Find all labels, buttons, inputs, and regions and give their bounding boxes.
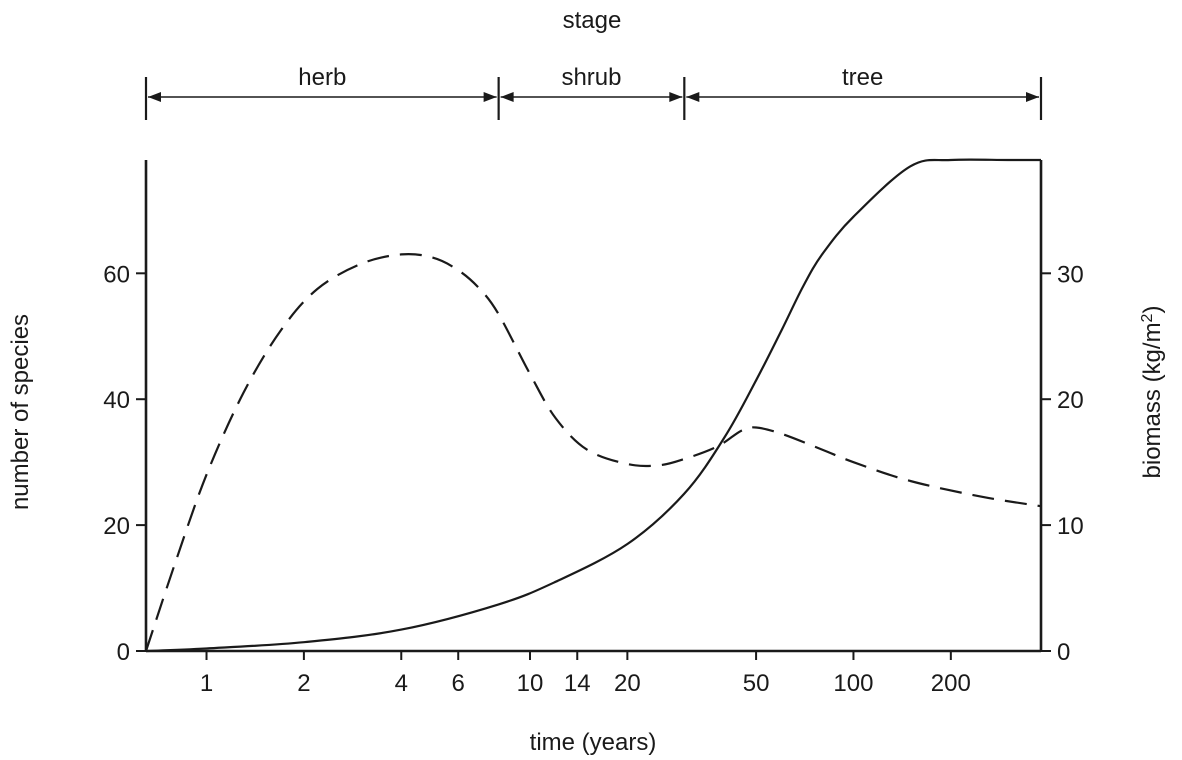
x-tick-label-8: 100 xyxy=(833,670,873,697)
series-group xyxy=(144,158,1042,653)
stage-arrow-left-tree xyxy=(686,92,700,102)
y-axis-title-right: biomass (kg/m2) xyxy=(1139,306,1167,479)
x-tick-label-7: 50 xyxy=(743,670,770,697)
stage-bar: herb shrub tree xyxy=(144,64,1043,120)
x-tick-label-3: 6 xyxy=(452,670,465,697)
stage-label-tree: tree xyxy=(842,64,883,91)
y-right-tick-label-1: 10 xyxy=(1057,513,1084,540)
stage-title: stage xyxy=(563,7,622,34)
stage-label-shrub: shrub xyxy=(561,64,621,91)
x-tick-label-6: 20 xyxy=(614,670,641,697)
x-ticks: 1 2 4 6 10 14 20 50 100 200 xyxy=(200,651,971,697)
y-axis-title-right-main: biomass (kg/m xyxy=(1139,322,1166,478)
x-tick-label-5: 14 xyxy=(564,670,591,697)
x-tick-label-1: 2 xyxy=(297,670,310,697)
stage-arrow-right-tree xyxy=(1026,92,1039,102)
stage-arrow-right-herb xyxy=(483,92,497,102)
y-left-tick-label-2: 40 xyxy=(103,387,130,414)
x-axis-title: time (years) xyxy=(530,729,657,756)
y-right-tick-label-0: 0 xyxy=(1057,639,1070,666)
x-tick-label-4: 10 xyxy=(517,670,544,697)
x-tick-label-2: 4 xyxy=(395,670,408,697)
stage-arrow-left-shrub xyxy=(500,92,514,102)
y-right-tick-label-3: 30 xyxy=(1057,261,1084,288)
y-right-tick-label-2: 20 xyxy=(1057,387,1084,414)
species-curve-dashed xyxy=(144,252,1042,652)
x-tick-label-9: 200 xyxy=(931,670,971,697)
y-left-tick-label-3: 60 xyxy=(103,261,130,288)
y-axis-title-right-sup: 2 xyxy=(1139,313,1156,322)
stage-label-herb: herb xyxy=(298,64,346,91)
y-axis-title-right-tail: ) xyxy=(1139,306,1166,314)
biomass-curve-solid xyxy=(145,158,1041,653)
stage-arrow-left-herb xyxy=(148,92,161,102)
y-left-tick-label-1: 20 xyxy=(103,513,130,540)
y-left-tick-label-0: 0 xyxy=(117,639,130,666)
x-tick-label-0: 1 xyxy=(200,670,213,697)
y-ticks-left: 0 20 40 60 xyxy=(103,261,146,666)
y-ticks-right: 0 10 20 30 xyxy=(1041,261,1084,666)
y-axis-title-left: number of species xyxy=(7,314,34,510)
stage-arrow-right-shrub xyxy=(669,92,683,102)
